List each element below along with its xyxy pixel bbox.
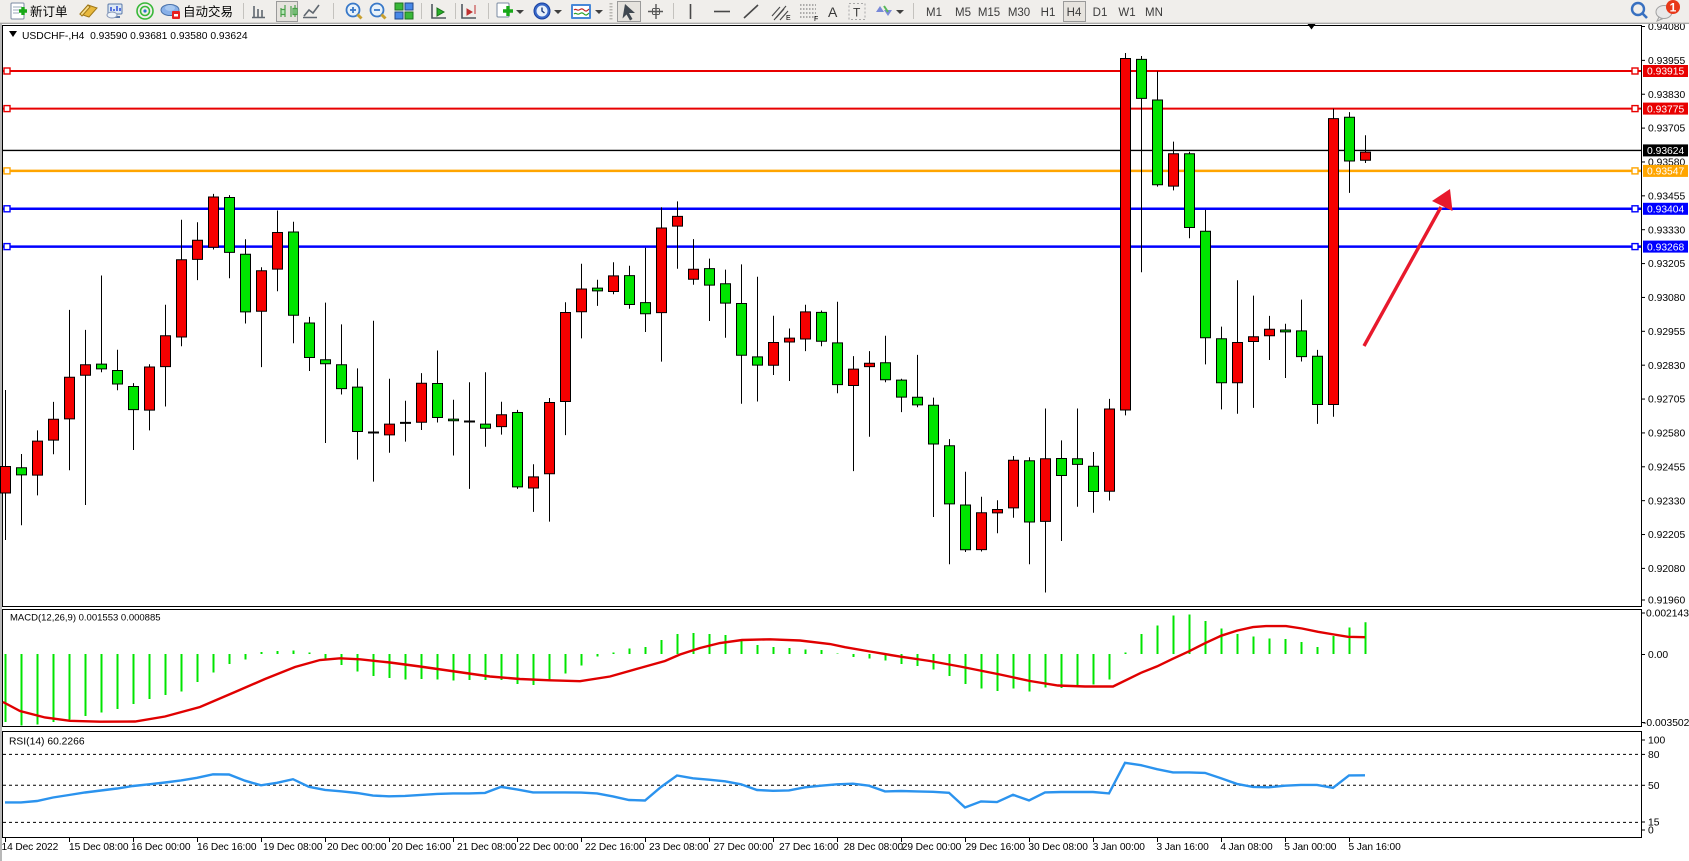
svg-text:0.92205: 0.92205 [1648, 530, 1685, 541]
svg-text:0.00: 0.00 [1648, 650, 1668, 661]
svg-text:0.93580: 0.93580 [1648, 158, 1685, 169]
svg-text:5 Jan 16:00: 5 Jan 16:00 [1349, 842, 1402, 853]
svg-text:T: T [853, 6, 861, 20]
svg-text:15: 15 [1648, 818, 1660, 829]
svg-text:3 Jan 00:00: 3 Jan 00:00 [1093, 842, 1146, 853]
svg-text:0.93955: 0.93955 [1648, 56, 1685, 67]
svg-text:A: A [828, 4, 838, 20]
svg-text:0.93624: 0.93624 [1647, 146, 1684, 157]
svg-text:0: 0 [1648, 826, 1654, 837]
svg-text:M1: M1 [926, 7, 942, 19]
svg-text:H4: H4 [1067, 7, 1082, 19]
svg-text:22 Dec 00:00: 22 Dec 00:00 [519, 842, 579, 853]
svg-text:0.92580: 0.92580 [1648, 429, 1685, 440]
svg-text:5 Jan 00:00: 5 Jan 00:00 [1284, 842, 1337, 853]
svg-text:H1: H1 [1041, 7, 1056, 19]
svg-text:0.92455: 0.92455 [1648, 462, 1685, 473]
svg-text:0.92830: 0.92830 [1648, 361, 1685, 372]
svg-text:29 Dec 16:00: 29 Dec 16:00 [966, 842, 1026, 853]
svg-text:M5: M5 [955, 7, 971, 19]
svg-text:19 Dec 08:00: 19 Dec 08:00 [263, 842, 323, 853]
svg-text:0.94080: 0.94080 [1648, 22, 1685, 33]
svg-text:16 Dec 00:00: 16 Dec 00:00 [131, 842, 191, 853]
svg-text:0.93080: 0.93080 [1648, 293, 1685, 304]
svg-text:0.93455: 0.93455 [1648, 191, 1685, 202]
svg-text:新订单: 新订单 [30, 4, 68, 19]
svg-text:22 Dec 16:00: 22 Dec 16:00 [585, 842, 645, 853]
svg-text:0.92705: 0.92705 [1648, 395, 1685, 406]
svg-text:20 Dec 16:00: 20 Dec 16:00 [392, 842, 452, 853]
svg-text:0.93830: 0.93830 [1648, 90, 1685, 101]
svg-text:27 Dec 16:00: 27 Dec 16:00 [779, 842, 839, 853]
svg-text:-0.003502: -0.003502 [1643, 718, 1689, 729]
svg-text:0.93205: 0.93205 [1648, 259, 1685, 270]
svg-text:16 Dec 16:00: 16 Dec 16:00 [197, 842, 257, 853]
svg-text:30 Dec 08:00: 30 Dec 08:00 [1028, 842, 1088, 853]
svg-text:20 Dec 00:00: 20 Dec 00:00 [327, 842, 387, 853]
svg-text:29 Dec 00:00: 29 Dec 00:00 [902, 842, 962, 853]
svg-text:E: E [786, 15, 791, 22]
svg-text:0.92330: 0.92330 [1648, 496, 1685, 507]
svg-text:USDCHF-,H4 0.93590 0.93681 0.: USDCHF-,H4 0.93590 0.93681 0.93580 0.936… [22, 31, 248, 42]
svg-text:0.002143: 0.002143 [1646, 609, 1689, 620]
svg-text:M30: M30 [1008, 7, 1030, 19]
svg-text:MACD(12,26,9) 0.001553 0.00088: MACD(12,26,9) 0.001553 0.000885 [10, 613, 161, 624]
svg-text:0.92080: 0.92080 [1648, 564, 1685, 575]
svg-text:15 Dec 08:00: 15 Dec 08:00 [69, 842, 129, 853]
svg-text:W1: W1 [1118, 7, 1135, 19]
svg-text:0.93330: 0.93330 [1648, 225, 1685, 236]
svg-text:50: 50 [1648, 781, 1660, 792]
svg-text:RSI(14) 60.2266: RSI(14) 60.2266 [9, 737, 85, 748]
svg-text:0.91960: 0.91960 [1648, 596, 1685, 607]
svg-text:0.93705: 0.93705 [1648, 124, 1685, 135]
svg-text:0.92955: 0.92955 [1648, 327, 1685, 338]
svg-text:1: 1 [1670, 1, 1677, 15]
svg-text:27 Dec 00:00: 27 Dec 00:00 [714, 842, 774, 853]
svg-text:MN: MN [1145, 7, 1163, 19]
svg-text:80: 80 [1648, 750, 1660, 761]
svg-text:0.93404: 0.93404 [1647, 205, 1684, 216]
svg-text:23 Dec 08:00: 23 Dec 08:00 [649, 842, 709, 853]
svg-text:0.93915: 0.93915 [1647, 67, 1684, 78]
svg-text:0.93775: 0.93775 [1647, 104, 1684, 115]
svg-text:28 Dec 08:00: 28 Dec 08:00 [844, 842, 904, 853]
svg-text:3 Jan 16:00: 3 Jan 16:00 [1157, 842, 1210, 853]
svg-text:自动交易: 自动交易 [183, 4, 233, 19]
svg-text:F: F [814, 16, 818, 23]
svg-text:14 Dec 2022: 14 Dec 2022 [2, 842, 59, 853]
svg-text:0.93547: 0.93547 [1647, 167, 1684, 178]
svg-text:21 Dec 08:00: 21 Dec 08:00 [457, 842, 517, 853]
svg-text:4 Jan 08:00: 4 Jan 08:00 [1220, 842, 1273, 853]
svg-text:M15: M15 [978, 7, 1000, 19]
svg-text:100: 100 [1648, 736, 1665, 747]
svg-text:D1: D1 [1093, 7, 1108, 19]
svg-text:0.93268: 0.93268 [1647, 242, 1684, 253]
